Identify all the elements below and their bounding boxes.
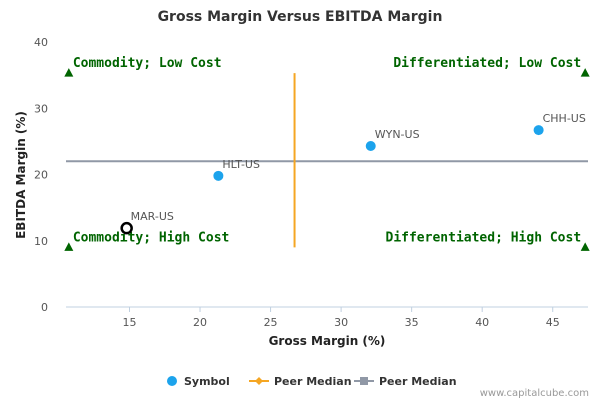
- data-point: [213, 170, 224, 181]
- x-axis-ticks: 15 20 25 30 35 40 45: [122, 307, 560, 329]
- x-tick-label: 35: [405, 316, 419, 329]
- x-tick-label: 40: [475, 316, 489, 329]
- data-point: [365, 141, 376, 152]
- chart-title: Gross Margin Versus EBITDA Margin: [158, 9, 443, 25]
- legend-label: Symbol: [184, 375, 230, 388]
- y-tick-label: 40: [34, 36, 48, 49]
- quadrant-marker-icon: [64, 68, 74, 77]
- y-tick-label: 0: [41, 301, 48, 314]
- quadrant-marker-icon: [580, 68, 590, 77]
- quadrant-labels: Commodity; Low Cost Differentiated; Low C…: [64, 56, 590, 251]
- data-points: HLT-US WYN-US CHH-US MAR-US: [120, 112, 586, 235]
- x-axis-title: Gross Margin (%): [269, 334, 386, 348]
- data-point-label: CHH-US: [543, 112, 586, 125]
- quadrant-label: Commodity; High Cost: [73, 230, 230, 245]
- legend: Symbol Peer Median Peer Median: [167, 375, 457, 388]
- x-tick-label: 45: [546, 316, 560, 329]
- data-point-label: WYN-US: [375, 128, 420, 141]
- legend-label: Peer Median: [379, 375, 457, 388]
- quadrant-label: Commodity; Low Cost: [73, 56, 222, 71]
- data-point: [533, 125, 544, 136]
- quadrant-marker-icon: [64, 242, 74, 251]
- y-axis-title: EBITDA Margin (%): [14, 111, 28, 239]
- credit-text: www.capitalcube.com: [480, 388, 589, 399]
- legend-square-icon: [360, 377, 368, 385]
- quadrant-label: Differentiated; High Cost: [386, 230, 582, 245]
- legend-diamond-icon: [255, 377, 263, 385]
- y-tick-label: 30: [34, 102, 48, 115]
- x-tick-label: 15: [122, 316, 136, 329]
- data-point-highlight: [120, 221, 133, 235]
- legend-dot-icon: [167, 376, 177, 386]
- quadrant-label: Differentiated; Low Cost: [393, 56, 581, 71]
- data-point-label: HLT-US: [222, 158, 260, 171]
- x-tick-label: 20: [193, 316, 207, 329]
- y-tick-label: 10: [34, 235, 48, 248]
- y-tick-label: 20: [34, 169, 48, 182]
- x-tick-label: 30: [334, 316, 348, 329]
- data-point-label: MAR-US: [131, 210, 174, 223]
- y-axis-ticks: 0 10 20 30 40: [34, 36, 48, 314]
- quadrant-marker-icon: [580, 242, 590, 251]
- legend-label: Peer Median: [274, 375, 352, 388]
- x-tick-label: 25: [264, 316, 278, 329]
